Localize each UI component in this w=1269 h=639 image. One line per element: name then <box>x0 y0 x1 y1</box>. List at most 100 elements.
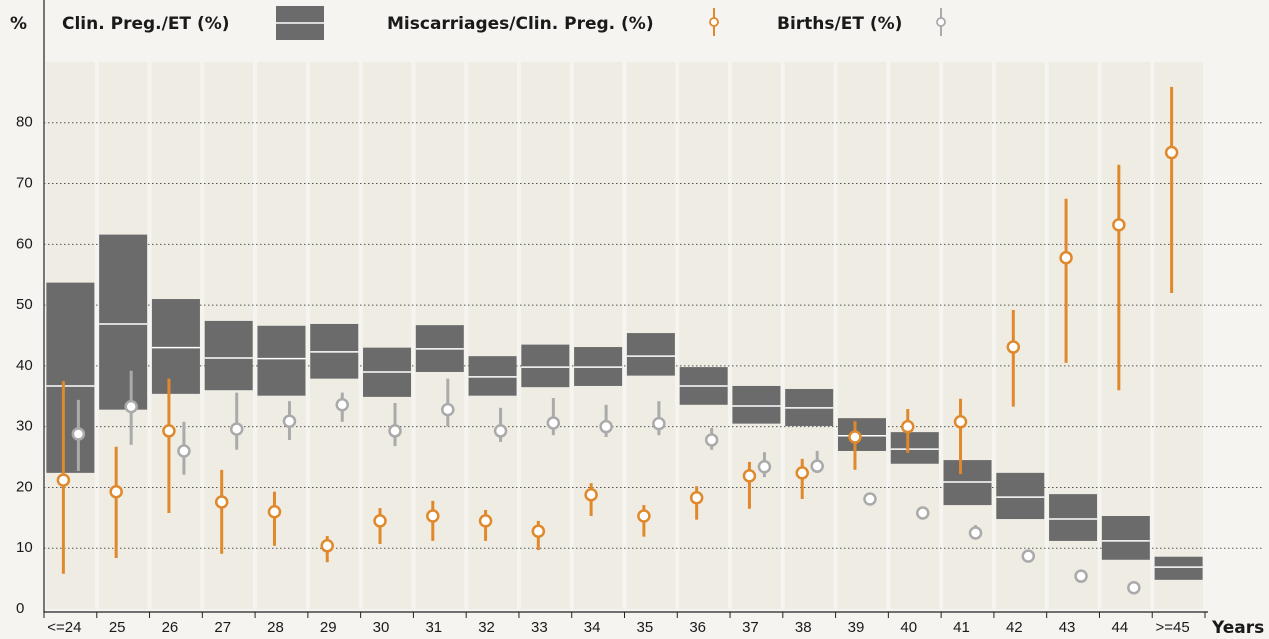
column-band <box>573 62 623 609</box>
column-band <box>837 62 887 609</box>
x-axis-label: Years <box>1211 618 1264 638</box>
y-axis-label: % <box>10 14 27 34</box>
point <box>863 492 877 506</box>
x-tick-label: 35 <box>637 619 654 636</box>
x-tick-label: 37 <box>742 619 759 636</box>
point <box>162 424 176 438</box>
box <box>837 418 886 451</box>
point <box>267 505 282 519</box>
box <box>890 432 939 464</box>
point <box>968 526 983 540</box>
point <box>1074 569 1088 583</box>
column-band <box>784 62 834 609</box>
point <box>320 539 334 553</box>
point <box>901 419 915 434</box>
point <box>689 491 704 505</box>
box <box>151 299 200 394</box>
point <box>637 509 651 523</box>
x-tick-label: 36 <box>689 619 706 636</box>
x-tick-label: 29 <box>320 619 337 636</box>
point <box>704 433 719 447</box>
box <box>99 234 148 410</box>
point <box>531 524 546 538</box>
point <box>953 415 968 429</box>
box <box>521 344 570 388</box>
point <box>1127 580 1141 595</box>
column-band <box>468 62 517 609</box>
box <box>46 282 95 473</box>
x-tick-label: <=24 <box>47 619 81 636</box>
x-tick-label: 39 <box>848 619 865 636</box>
point <box>1021 549 1036 563</box>
point <box>373 514 387 528</box>
column-band <box>520 62 570 609</box>
box <box>204 320 253 391</box>
x-tick-label: 26 <box>162 619 179 636</box>
column-band <box>943 62 992 609</box>
point <box>493 424 508 438</box>
x-tick-label: 34 <box>584 619 601 636</box>
legend-label: Miscarriages/Clin. Preg. (%) <box>387 14 654 34</box>
box <box>1049 494 1098 541</box>
point <box>1006 340 1021 354</box>
y-tick-label: 60 <box>16 235 33 252</box>
point <box>1112 218 1126 232</box>
y-tick-label: 30 <box>16 418 33 435</box>
point <box>478 514 493 528</box>
point <box>282 414 297 428</box>
point <box>1059 250 1073 265</box>
box <box>732 385 781 424</box>
point <box>795 466 809 480</box>
x-tick-label: 42 <box>1006 619 1023 636</box>
point <box>810 459 824 473</box>
point <box>177 444 191 458</box>
x-tick-label: 33 <box>531 619 548 636</box>
x-tick-label: 25 <box>109 619 126 636</box>
x-tick-label: 32 <box>478 619 495 636</box>
y-tick-label: 80 <box>16 114 33 131</box>
point <box>426 509 440 523</box>
legend-label: Clin. Preg./ET (%) <box>62 14 230 34</box>
point <box>546 416 561 430</box>
legend-swatch-point <box>709 17 719 27</box>
point <box>71 427 86 441</box>
column-band <box>362 62 412 609</box>
x-tick-label: >=45 <box>1156 619 1190 636</box>
legend-label: Births/ET (%) <box>777 14 902 34</box>
box <box>468 356 517 396</box>
x-tick-label: 27 <box>214 619 231 636</box>
x-tick-label: 28 <box>267 619 284 636</box>
column-band <box>995 62 1045 609</box>
y-tick-label: 10 <box>16 539 33 556</box>
box <box>626 333 675 376</box>
point <box>652 416 666 431</box>
x-tick-label: 44 <box>1111 619 1128 636</box>
box <box>1154 556 1203 580</box>
x-tick-label: 31 <box>425 619 442 636</box>
point <box>848 430 862 444</box>
box <box>1101 516 1150 560</box>
point <box>441 402 455 417</box>
y-tick-label: 50 <box>16 296 33 313</box>
legend-swatch-point <box>936 17 946 27</box>
y-tick-label: 0 <box>16 600 24 617</box>
x-tick-label: 40 <box>900 619 917 636</box>
point <box>599 419 613 434</box>
x-tick-label: 41 <box>953 619 970 636</box>
point <box>757 460 772 474</box>
column-band <box>732 62 781 609</box>
column-band <box>890 62 940 609</box>
point <box>916 506 930 520</box>
point <box>124 399 138 414</box>
point <box>229 422 244 436</box>
point <box>1164 145 1179 160</box>
box <box>996 472 1045 520</box>
y-tick-label: 20 <box>16 478 33 495</box>
column-band <box>1154 62 1203 609</box>
point <box>109 484 123 499</box>
column-band <box>679 62 729 609</box>
box <box>257 325 306 396</box>
point <box>584 487 598 502</box>
x-tick-label: 30 <box>373 619 390 636</box>
